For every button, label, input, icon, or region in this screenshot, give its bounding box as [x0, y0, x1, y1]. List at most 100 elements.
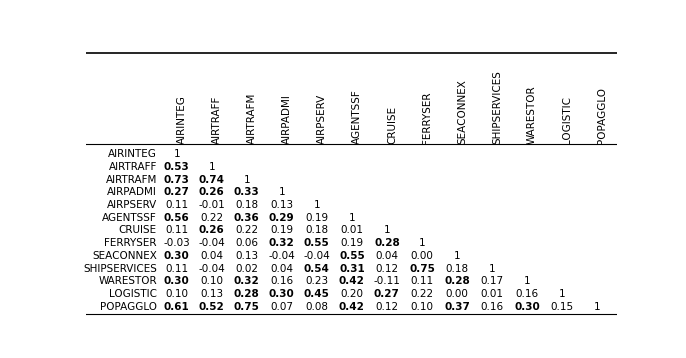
Text: 0.28: 0.28 — [374, 238, 400, 248]
Text: CRUISE: CRUISE — [387, 106, 397, 144]
Text: 1: 1 — [244, 174, 250, 184]
Text: 1: 1 — [383, 226, 390, 236]
Text: 0.36: 0.36 — [234, 213, 259, 223]
Text: FERRYSER: FERRYSER — [422, 91, 432, 144]
Text: AIRTRAFM: AIRTRAFM — [106, 174, 157, 184]
Text: -0.04: -0.04 — [268, 251, 295, 261]
Text: 0.29: 0.29 — [269, 213, 294, 223]
Text: 0.55: 0.55 — [304, 238, 330, 248]
Text: AIRINTEG: AIRINTEG — [108, 149, 157, 159]
Text: 0.20: 0.20 — [340, 289, 364, 299]
Text: -0.04: -0.04 — [198, 263, 225, 274]
Text: 0.10: 0.10 — [165, 289, 188, 299]
Text: 0.75: 0.75 — [409, 263, 435, 274]
Text: 0.73: 0.73 — [164, 174, 189, 184]
Text: 0.10: 0.10 — [200, 276, 223, 286]
Text: 0.55: 0.55 — [339, 251, 365, 261]
Text: AIRTRAFF: AIRTRAFF — [108, 162, 157, 172]
Text: AIRPADMI: AIRPADMI — [282, 94, 292, 144]
Text: 0.18: 0.18 — [235, 200, 259, 210]
Text: 0.11: 0.11 — [410, 276, 434, 286]
Text: 0.27: 0.27 — [374, 289, 400, 299]
Text: 0.04: 0.04 — [375, 251, 399, 261]
Text: 0.53: 0.53 — [164, 162, 189, 172]
Text: 0.74: 0.74 — [199, 174, 225, 184]
Text: 0.22: 0.22 — [200, 213, 223, 223]
Text: 0.45: 0.45 — [304, 289, 330, 299]
Text: 0.19: 0.19 — [270, 226, 294, 236]
Text: POPAGGLO: POPAGGLO — [598, 87, 607, 144]
Text: 0.07: 0.07 — [270, 302, 294, 312]
Text: 0.11: 0.11 — [165, 226, 188, 236]
Text: 0.18: 0.18 — [445, 263, 469, 274]
Text: AIRPADMI: AIRPADMI — [107, 187, 157, 197]
Text: 0.42: 0.42 — [339, 276, 365, 286]
Text: 1: 1 — [488, 263, 495, 274]
Text: 1: 1 — [559, 289, 565, 299]
Text: 0.11: 0.11 — [165, 263, 188, 274]
Text: 0.00: 0.00 — [410, 251, 434, 261]
Text: 0.30: 0.30 — [164, 251, 189, 261]
Text: 0.22: 0.22 — [410, 289, 434, 299]
Text: LOGISTIC: LOGISTIC — [562, 96, 572, 144]
Text: 0.17: 0.17 — [480, 276, 504, 286]
Text: 0.04: 0.04 — [200, 251, 223, 261]
Text: 0.61: 0.61 — [164, 302, 189, 312]
Text: 0.15: 0.15 — [551, 302, 573, 312]
Text: 0.56: 0.56 — [164, 213, 189, 223]
Text: -0.01: -0.01 — [198, 200, 225, 210]
Text: 0.30: 0.30 — [269, 289, 295, 299]
Text: 1: 1 — [174, 149, 180, 159]
Text: 1: 1 — [348, 213, 355, 223]
Text: 0.13: 0.13 — [235, 251, 259, 261]
Text: 0.12: 0.12 — [375, 263, 399, 274]
Text: 0.12: 0.12 — [375, 302, 399, 312]
Text: 0.42: 0.42 — [339, 302, 365, 312]
Text: 0.13: 0.13 — [270, 200, 294, 210]
Text: AGENTSSF: AGENTSSF — [352, 89, 362, 144]
Text: 0.26: 0.26 — [199, 226, 224, 236]
Text: 0.10: 0.10 — [410, 302, 434, 312]
Text: SEACONNEX: SEACONNEX — [457, 79, 467, 144]
Text: -0.03: -0.03 — [163, 238, 190, 248]
Text: POPAGGLO: POPAGGLO — [100, 302, 157, 312]
Text: 0.30: 0.30 — [164, 276, 189, 286]
Text: 0.27: 0.27 — [164, 187, 189, 197]
Text: 1: 1 — [418, 238, 425, 248]
Text: 0.54: 0.54 — [304, 263, 330, 274]
Text: 0.33: 0.33 — [234, 187, 259, 197]
Text: 0.30: 0.30 — [514, 302, 540, 312]
Text: CRUISE: CRUISE — [119, 226, 157, 236]
Text: 0.28: 0.28 — [234, 289, 259, 299]
Text: 0.16: 0.16 — [270, 276, 294, 286]
Text: 0.01: 0.01 — [340, 226, 364, 236]
Text: 0.08: 0.08 — [305, 302, 329, 312]
Text: -0.11: -0.11 — [373, 276, 401, 286]
Text: 1: 1 — [524, 276, 530, 286]
Text: 0.11: 0.11 — [165, 200, 188, 210]
Text: 1: 1 — [209, 162, 215, 172]
Text: 1: 1 — [594, 302, 600, 312]
Text: 1: 1 — [453, 251, 460, 261]
Text: 0.01: 0.01 — [481, 289, 504, 299]
Text: 0.75: 0.75 — [234, 302, 260, 312]
Text: AIRTRAFM: AIRTRAFM — [247, 92, 257, 144]
Text: 0.00: 0.00 — [446, 289, 469, 299]
Text: 1: 1 — [279, 187, 285, 197]
Text: AIRPSERV: AIRPSERV — [107, 200, 157, 210]
Text: SEACONNEX: SEACONNEX — [92, 251, 157, 261]
Text: 0.28: 0.28 — [444, 276, 470, 286]
Text: SHIPSERVICES: SHIPSERVICES — [83, 263, 157, 274]
Text: 0.16: 0.16 — [516, 289, 539, 299]
Text: AGENTSSF: AGENTSSF — [102, 213, 157, 223]
Text: 0.31: 0.31 — [339, 263, 365, 274]
Text: 0.22: 0.22 — [235, 226, 259, 236]
Text: 0.26: 0.26 — [199, 187, 224, 197]
Text: AIRINTEG: AIRINTEG — [176, 95, 187, 144]
Text: 0.02: 0.02 — [235, 263, 258, 274]
Text: -0.04: -0.04 — [303, 251, 330, 261]
Text: 0.06: 0.06 — [235, 238, 258, 248]
Text: WARESTOR: WARESTOR — [527, 85, 537, 144]
Text: AIRTRAFF: AIRTRAFF — [212, 95, 222, 144]
Text: 0.16: 0.16 — [480, 302, 504, 312]
